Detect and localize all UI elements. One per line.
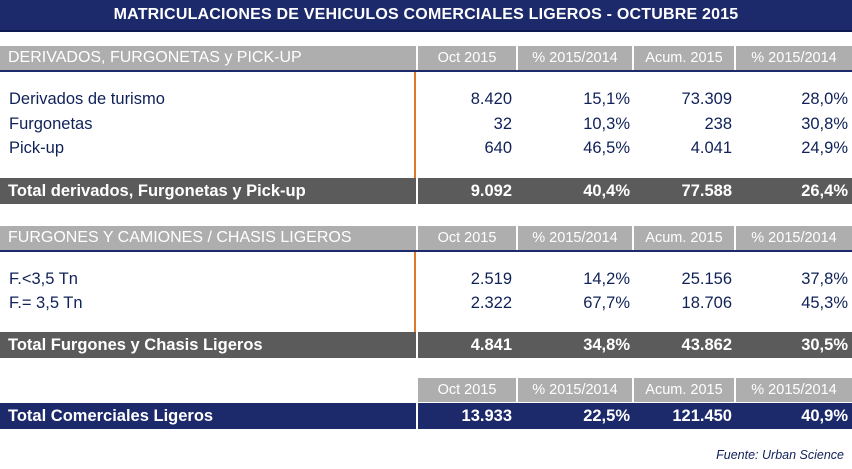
page-title: MATRICULACIONES DE VEHICULOS COMERCIALES… (0, 0, 852, 32)
row-pct-acum: 24,9% (801, 139, 848, 157)
table-row: Derivados de turismo 8.420 15,1% 73.309 … (0, 87, 852, 111)
row-pct: 46,5% (583, 139, 630, 157)
row-label: Furgonetas (9, 115, 93, 133)
row-acum: 4.041 (690, 139, 732, 157)
total-acum: 43.862 (681, 336, 732, 354)
row-pct: 14,2% (583, 270, 630, 288)
row-oct: 8.420 (470, 90, 512, 108)
source-note: Fuente: Urban Science (716, 448, 844, 462)
header-underline (0, 250, 852, 252)
row-label: Pick-up (9, 139, 65, 157)
grand-total-header: Oct 2015 % 2015/2014 Acum. 2015 % 2015/2… (0, 378, 852, 402)
section2-heading: FURGONES Y CAMIONES / CHASIS LIGEROS (0, 226, 418, 250)
column-divider (414, 72, 416, 178)
row-oct: 2.519 (470, 270, 512, 288)
row-pct-acum: 30,8% (801, 115, 848, 133)
total-pct: 34,8% (583, 336, 630, 354)
grand-total-label: Total Comerciales Ligeros (8, 407, 214, 425)
column-divider (414, 252, 416, 332)
grand-total-acum: 121.450 (672, 407, 732, 425)
row-pct: 10,3% (583, 115, 630, 133)
row-pct: 15,1% (583, 90, 630, 108)
row-pct-acum: 37,8% (801, 270, 848, 288)
row-acum: 18.706 (681, 294, 732, 312)
col-header-pct-acum: % 2015/2014 (736, 46, 852, 70)
row-label: Derivados de turismo (9, 90, 165, 108)
total-acum: 77.588 (681, 182, 732, 200)
header-underline (0, 70, 852, 72)
row-label: F.= 3,5 Tn (9, 294, 83, 312)
total-oct: 9.092 (470, 182, 512, 200)
total-pct: 40,4% (583, 182, 630, 200)
row-acum: 238 (704, 115, 732, 133)
col-header-acum: Acum. 2015 (634, 46, 736, 70)
row-oct: 640 (484, 139, 512, 157)
col-header-pct: % 2015/2014 (518, 378, 634, 402)
table-row: F.= 3,5 Tn 2.322 67,7% 18.706 45,3% (0, 291, 852, 315)
col-header-oct: Oct 2015 (418, 46, 518, 70)
total-pct-acum: 26,4% (801, 182, 848, 200)
total-label: Total Furgones y Chasis Ligeros (8, 336, 263, 354)
row-pct: 67,7% (583, 294, 630, 312)
total-label: Total derivados, Furgonetas y Pick-up (8, 182, 306, 200)
col-header-acum: Acum. 2015 (634, 378, 736, 402)
table-row: Pick-up 640 46,5% 4.041 24,9% (0, 136, 852, 160)
grand-total-row: Total Comerciales Ligeros 13.933 22,5% 1… (0, 403, 852, 429)
table-row: F.<3,5 Tn 2.519 14,2% 25.156 37,8% (0, 267, 852, 291)
row-oct: 2.322 (470, 294, 512, 312)
section2-header: FURGONES Y CAMIONES / CHASIS LIGEROS Oct… (0, 226, 852, 252)
col-header-pct: % 2015/2014 (518, 46, 634, 70)
grand-total-pct-acum: 40,9% (801, 407, 848, 425)
col-header-oct: Oct 2015 (418, 226, 518, 250)
row-pct-acum: 28,0% (801, 90, 848, 108)
row-acum: 73.309 (681, 90, 732, 108)
title-text: MATRICULACIONES DE VEHICULOS COMERCIALES… (113, 6, 739, 23)
section2-total-row: Total Furgones y Chasis Ligeros 4.841 34… (0, 332, 852, 358)
row-oct: 32 (493, 115, 512, 133)
col-header-oct: Oct 2015 (418, 378, 518, 402)
section1-heading: DERIVADOS, FURGONETAS y PICK-UP (0, 46, 418, 70)
section1-total-row: Total derivados, Furgonetas y Pick-up 9.… (0, 178, 852, 204)
col-header-pct: % 2015/2014 (518, 226, 634, 250)
grand-total-pct: 22,5% (583, 407, 630, 425)
section1-header: DERIVADOS, FURGONETAS y PICK-UP Oct 2015… (0, 46, 852, 72)
total-oct: 4.841 (470, 336, 512, 354)
row-label: F.<3,5 Tn (9, 270, 78, 288)
col-header-pct-acum: % 2015/2014 (736, 378, 852, 402)
grand-total-oct: 13.933 (461, 407, 512, 425)
row-pct-acum: 45,3% (801, 294, 848, 312)
total-pct-acum: 30,5% (801, 336, 848, 354)
row-acum: 25.156 (681, 270, 732, 288)
col-header-pct-acum: % 2015/2014 (736, 226, 852, 250)
table-row: Furgonetas 32 10,3% 238 30,8% (0, 112, 852, 136)
col-header-acum: Acum. 2015 (634, 226, 736, 250)
